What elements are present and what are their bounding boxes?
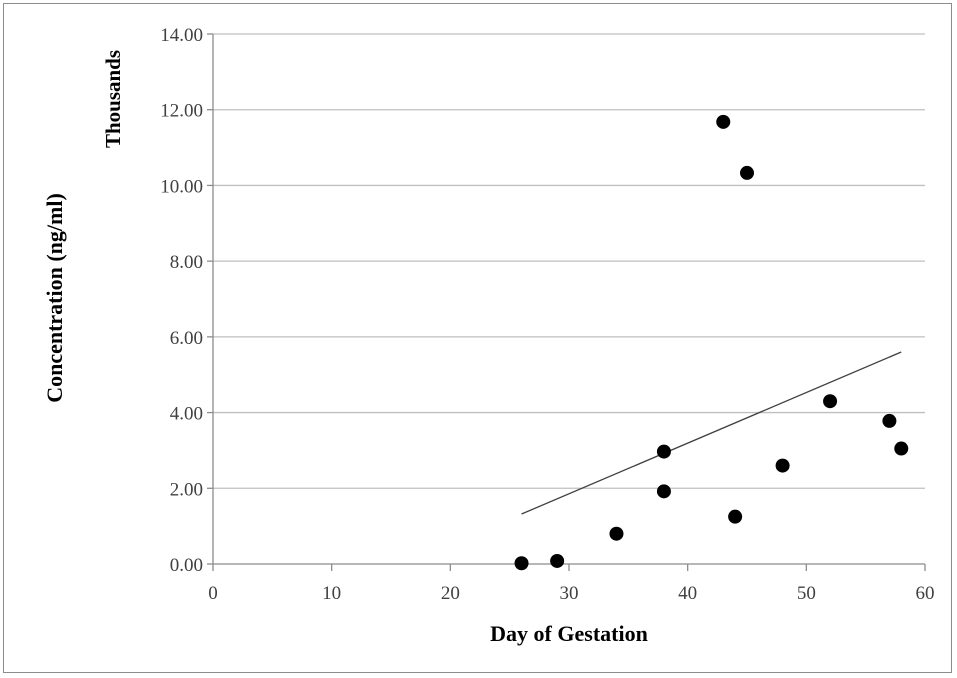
y-tick-label-4: 8.00 xyxy=(170,252,203,273)
y-axis-units-label: Thousands xyxy=(101,50,125,148)
x-axis-title: Day of Gestation xyxy=(490,621,648,646)
data-point-11 xyxy=(894,441,909,456)
tick-labels: 0.00 2.00 4.00 6.00 8.00 10.00 12.00 14.00 0 10 20… xyxy=(160,25,934,604)
y-tick-label-3: 6.00 xyxy=(170,328,203,349)
x-tick-label-3: 30 xyxy=(560,583,579,604)
axes xyxy=(207,33,926,571)
chart-frame xyxy=(3,3,952,673)
trendline xyxy=(521,351,902,515)
data-point-5 xyxy=(716,114,731,129)
y-tick-label-2: 4.00 xyxy=(170,404,203,425)
y-tick-label-1: 2.00 xyxy=(170,479,203,500)
gridlines xyxy=(213,33,925,489)
y-tick-label-5: 10.00 xyxy=(160,176,203,197)
data-point-6 xyxy=(728,509,743,524)
x-tick-label-1: 10 xyxy=(322,583,341,604)
y-tick-label-7: 14.00 xyxy=(160,25,203,46)
data-point-9 xyxy=(823,394,838,409)
data-point-3 xyxy=(656,484,671,499)
y-axis-title: Concentration (ng/ml) xyxy=(42,193,67,403)
x-tick-label-2: 20 xyxy=(441,583,460,604)
x-tick-label-4: 40 xyxy=(678,583,697,604)
data-point-8 xyxy=(775,458,790,473)
data-point-2 xyxy=(609,526,624,541)
x-tick-label-5: 50 xyxy=(797,583,816,604)
data-points xyxy=(514,114,909,571)
x-tick-label-6: 60 xyxy=(916,583,935,604)
data-point-4 xyxy=(656,444,671,459)
trendline-layer xyxy=(521,351,902,515)
data-point-1 xyxy=(550,553,565,568)
y-tick-label-0: 0.00 xyxy=(170,555,203,576)
data-point-7 xyxy=(740,165,754,180)
y-tick-label-6: 12.00 xyxy=(160,101,203,122)
x-tick-label-0: 0 xyxy=(208,583,218,604)
data-point-10 xyxy=(882,413,897,428)
data-point-0 xyxy=(514,556,529,571)
